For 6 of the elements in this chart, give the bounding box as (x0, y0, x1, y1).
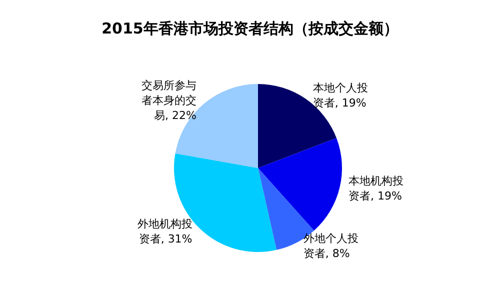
slice-label: 交易所参与者本身的交易, 22% (141, 79, 196, 122)
slice-label: 本地个人投资者, 19% (312, 82, 368, 110)
chart-title: 2015年香港市场投资者结构（按成交金额） (102, 20, 398, 38)
slice-label: 本地机构投资者, 19% (348, 174, 404, 203)
slice-label: 外地个人投资者, 8% (303, 232, 358, 260)
slice-label: 外地机构投资者, 31% (137, 218, 192, 246)
